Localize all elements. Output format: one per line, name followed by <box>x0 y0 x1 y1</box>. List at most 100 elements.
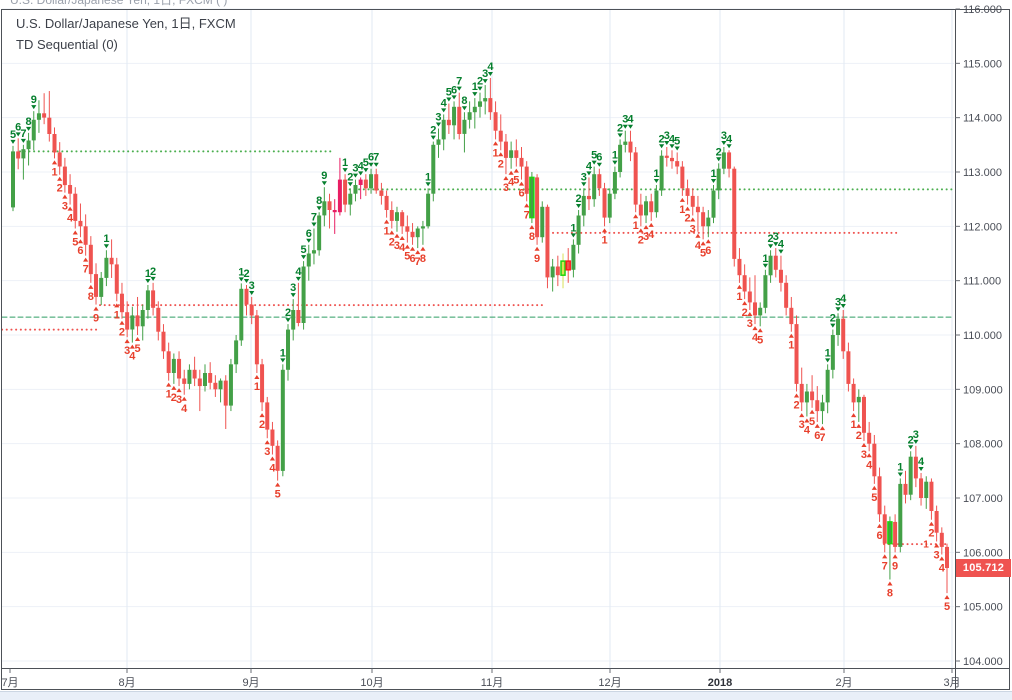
candle-body <box>799 383 804 403</box>
td-mark: 7 <box>456 76 462 91</box>
candle <box>322 187 327 227</box>
candle <box>291 299 296 341</box>
candle <box>695 195 700 232</box>
candle-body <box>389 210 394 221</box>
svg-text:8: 8 <box>88 291 94 303</box>
svg-text:5: 5 <box>674 135 680 147</box>
candle <box>156 301 161 341</box>
svg-text:2: 2 <box>716 146 722 158</box>
svg-text:3: 3 <box>690 223 696 235</box>
td-mark: 4 <box>441 97 448 113</box>
td-mark: 2 <box>928 521 934 540</box>
time-axis[interactable]: 7月 8月 9月 10月 11月 12月 2018 2月 3月 <box>1 668 961 690</box>
candle-body <box>680 166 685 189</box>
svg-text:5: 5 <box>871 492 877 504</box>
td-mark: 3 <box>503 176 509 194</box>
svg-text:3: 3 <box>934 549 940 561</box>
td-mark: 1 <box>897 461 903 477</box>
candle <box>545 204 550 289</box>
candle-body <box>68 185 73 194</box>
candle <box>903 470 908 504</box>
candle <box>519 147 524 180</box>
td-mark: 5 <box>700 241 706 259</box>
td-mark: 5 <box>10 129 16 144</box>
candle-body <box>270 429 275 446</box>
td-mark: 1 <box>145 268 151 284</box>
candle-body <box>431 144 436 194</box>
td-mark: 2 <box>830 313 836 328</box>
svg-text:2: 2 <box>638 234 644 246</box>
td-mark: 3 <box>861 442 867 461</box>
candle <box>369 168 374 194</box>
candle <box>394 206 399 232</box>
candle-body <box>581 195 586 216</box>
svg-text:1: 1 <box>601 234 607 246</box>
time-tick-label: 9月 <box>242 677 259 689</box>
td-mark: 3 <box>124 339 130 357</box>
candle-body <box>384 195 389 210</box>
svg-text:4: 4 <box>939 563 946 575</box>
td-mark: 2 <box>742 301 748 319</box>
candle-body <box>607 193 612 218</box>
td-mark: 1 <box>384 219 390 238</box>
td-mark: 9 <box>892 554 898 572</box>
td-mark: 3 <box>913 429 919 444</box>
candle <box>483 85 488 115</box>
candle-body <box>841 318 846 352</box>
td-mark: 2 <box>150 266 156 281</box>
candle-body <box>78 220 83 227</box>
candle <box>457 92 462 140</box>
candle-body <box>623 141 628 145</box>
candle-body <box>171 358 176 373</box>
td-mark: 1 <box>166 382 172 401</box>
svg-text:6: 6 <box>368 152 374 164</box>
candle-body <box>737 258 742 276</box>
candle <box>151 282 156 316</box>
td-mark: 6 <box>409 246 416 265</box>
candle <box>799 367 804 412</box>
candle <box>618 139 623 178</box>
td-mark: 4 <box>648 222 655 241</box>
time-tick-label: 2018 <box>708 677 732 689</box>
svg-text:1: 1 <box>633 220 639 232</box>
price-tick-label: 112.000 <box>963 221 1002 233</box>
candle-body <box>260 364 265 403</box>
time-tick-label: 3月 <box>943 677 960 689</box>
indicator-title[interactable]: TD Sequential (0) <box>16 37 118 52</box>
candle <box>99 271 104 306</box>
candle-body <box>747 291 752 303</box>
svg-text:1: 1 <box>825 347 831 359</box>
candle-body <box>794 324 799 384</box>
candle <box>140 304 145 341</box>
candle-body <box>452 106 457 126</box>
candle <box>135 296 140 335</box>
candle-body <box>249 304 254 316</box>
candle-body <box>711 190 716 218</box>
candle <box>21 144 26 180</box>
time-tick-label: 10月 <box>360 677 383 689</box>
td-mark: 6 <box>814 423 820 442</box>
candle <box>524 161 529 202</box>
svg-text:4: 4 <box>627 114 634 126</box>
candle <box>130 306 135 343</box>
candle-body <box>208 373 213 383</box>
svg-text:9: 9 <box>321 170 327 182</box>
candle-body <box>882 514 887 544</box>
td-mark: 2 <box>638 228 644 246</box>
candle <box>275 440 280 481</box>
candle <box>669 150 674 169</box>
symbol-title[interactable]: U.S. Dollar/Japanese Yen, 1日, FXCM <box>16 16 236 31</box>
td-mark: 1 <box>612 150 618 165</box>
candle-body <box>690 195 695 207</box>
td-mark: 4 <box>181 396 188 415</box>
svg-text:4: 4 <box>295 266 302 278</box>
svg-text:7: 7 <box>311 212 317 224</box>
td-mark: 7 <box>20 128 26 143</box>
price-axis[interactable]: 116.000 115.000 114.000 113.000 112.000 111.0… <box>955 4 1003 668</box>
candle-body <box>88 244 93 275</box>
svg-text:1: 1 <box>570 222 576 234</box>
svg-text:9: 9 <box>534 253 540 265</box>
td-mark: 3 <box>435 112 442 127</box>
